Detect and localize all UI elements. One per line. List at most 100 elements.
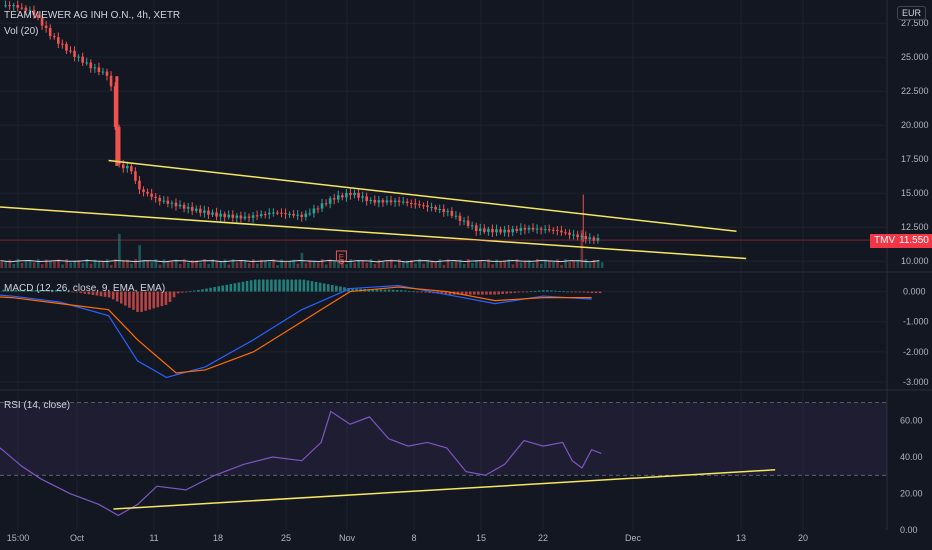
volume-bar xyxy=(276,264,279,268)
candle-body xyxy=(134,171,137,181)
candle-body xyxy=(219,213,222,217)
price-tick-label: 22.500 xyxy=(901,86,929,96)
price-tick-label: 10.000 xyxy=(901,256,929,266)
volume-bar xyxy=(357,260,361,268)
chart-title: TEAMVIEWER AG INH O.N., 4h, XETR xyxy=(4,10,181,21)
candle-body xyxy=(32,10,36,16)
macd-histogram-bar xyxy=(550,290,553,292)
volume-bar xyxy=(146,260,150,268)
volume-bar xyxy=(369,259,373,268)
candle-body xyxy=(523,228,527,230)
macd-histogram-bar xyxy=(306,280,310,292)
volume-bar xyxy=(385,261,389,268)
macd-histogram-bar xyxy=(582,291,586,293)
volume-ma-line xyxy=(0,259,600,263)
volume-bar xyxy=(0,261,4,268)
macd-histogram-bar xyxy=(266,279,269,292)
volume-bar xyxy=(199,262,202,268)
volume-bar xyxy=(560,264,563,268)
candle-body xyxy=(389,200,393,203)
volume-bar xyxy=(381,261,385,268)
macd-histogram-bar xyxy=(529,291,533,293)
candle-body xyxy=(401,201,405,203)
rsi-tick-label: 40.00 xyxy=(900,452,923,462)
macd-histogram-bar xyxy=(270,279,273,292)
candle-body xyxy=(584,236,588,240)
macd-histogram-bar xyxy=(221,285,225,292)
candle-body xyxy=(89,62,93,69)
volume-bar xyxy=(475,260,478,268)
volume-bar xyxy=(118,233,121,268)
currency-button[interactable]: EUR xyxy=(896,6,926,20)
macd-histogram-bar xyxy=(124,291,127,306)
volume-bar xyxy=(219,261,223,268)
volume-bar xyxy=(53,261,56,268)
volume-bar xyxy=(568,262,572,268)
volume-bar xyxy=(523,260,527,268)
macd-histogram-bar xyxy=(440,291,444,294)
rsi-tick-label: 0.00 xyxy=(900,525,918,535)
volume-bar xyxy=(515,259,519,268)
macd-histogram-bar xyxy=(10,290,14,292)
macd-label: MACD (12, 26, close, 9, EMA, EMA) xyxy=(4,283,166,294)
macd-histogram-bar xyxy=(481,291,484,295)
macd-histogram-bar xyxy=(472,291,476,295)
candle-body xyxy=(194,208,198,211)
macd-histogram-bar xyxy=(217,286,220,292)
macd-histogram-bar xyxy=(46,290,50,292)
macd-histogram-bar xyxy=(391,289,395,292)
x-tick-label: Dec xyxy=(625,533,642,543)
macd-histogram-bar xyxy=(30,290,34,292)
macd-tick-label: -2.000 xyxy=(903,347,929,357)
volume-bar xyxy=(308,260,312,268)
volume-bar xyxy=(239,260,243,268)
macd-histogram-bar xyxy=(241,281,245,292)
volume-bar xyxy=(438,259,442,268)
candle-body xyxy=(547,229,551,231)
candle-body xyxy=(239,215,243,219)
volume-bar xyxy=(16,259,20,268)
macd-histogram-bar xyxy=(180,291,184,293)
candle-body xyxy=(503,229,506,233)
volume-bar xyxy=(20,262,24,268)
candle-body xyxy=(255,215,259,217)
candle-body xyxy=(146,191,149,194)
macd-histogram-bar xyxy=(558,290,561,292)
macd-histogram-bar xyxy=(2,289,5,292)
macd-histogram-bar xyxy=(464,291,468,295)
macd-histogram-bar xyxy=(197,289,200,292)
macd-histogram-bar xyxy=(75,291,78,293)
candle-body xyxy=(353,192,356,196)
macd-histogram-bar xyxy=(286,279,289,292)
volume-bar xyxy=(114,259,117,268)
macd-histogram-bar xyxy=(521,291,525,293)
candle-body xyxy=(227,214,231,218)
macd-tick-label: -1.000 xyxy=(903,317,929,327)
candle-body xyxy=(519,228,523,231)
macd-histogram-bar xyxy=(201,289,204,292)
macd-histogram-bar xyxy=(42,290,46,292)
volume-bar xyxy=(65,259,68,268)
candle-body xyxy=(551,229,555,231)
volume-bar xyxy=(540,263,543,268)
macd-histogram-bar xyxy=(420,291,423,293)
volume-bar xyxy=(479,260,482,268)
volume-bar xyxy=(264,260,267,268)
candle-body xyxy=(77,56,80,58)
candle-body xyxy=(491,228,494,233)
candle-body xyxy=(495,229,498,233)
volume-bar xyxy=(77,260,81,268)
volume-bar xyxy=(170,261,174,268)
last-price-tag: TMV 11.550 xyxy=(870,234,932,248)
macd-tick-label: -3.000 xyxy=(903,377,929,387)
candle-body xyxy=(470,225,474,227)
volume-bar xyxy=(138,245,141,268)
macd-histogram-bar xyxy=(509,291,513,294)
macd-histogram-bar xyxy=(71,291,74,293)
volume-bar xyxy=(134,259,137,268)
macd-histogram-bar xyxy=(298,279,302,292)
macd-histogram-bar xyxy=(598,291,602,294)
macd-histogram-bar xyxy=(229,283,233,292)
volume-bar xyxy=(130,263,133,268)
